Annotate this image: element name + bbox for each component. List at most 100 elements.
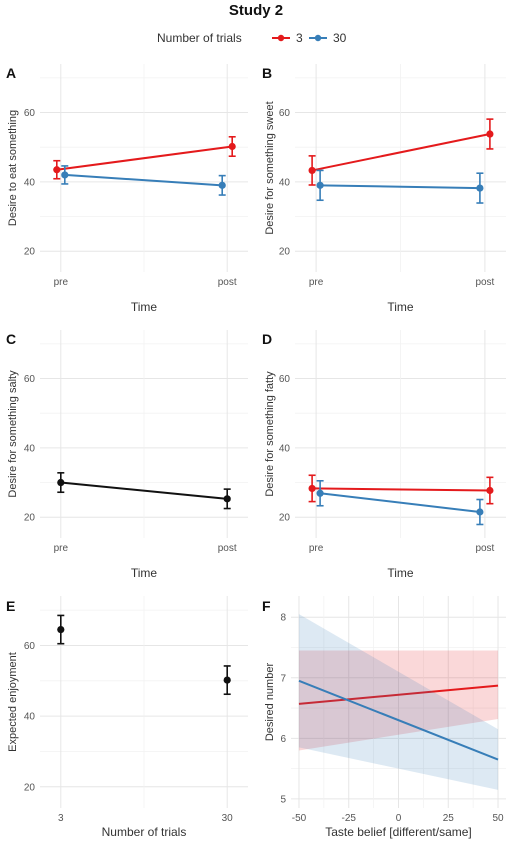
panel-letter: E [6,598,15,614]
x-tick-label: pre [54,543,69,554]
panel-letter: B [262,65,272,81]
y-axis-label: Desire for something fatty [264,371,276,497]
panel-a: A 20 40 60 pre post Time Desire to eat somethin… [6,64,248,314]
y-tick-label: 20 [24,513,36,524]
x-tick-label: post [218,543,237,554]
data-point [223,676,231,684]
y-tick-label: 20 [24,782,36,793]
series-30 [61,165,226,196]
y-tick-label: 40 [279,177,291,188]
legend: Number of trials 3 30 [157,31,347,45]
data-point [308,166,316,175]
y-tick-label: 20 [279,247,291,258]
data-point [218,181,226,189]
series-overall [57,472,231,510]
x-tick-label: pre [309,277,324,288]
x-tick-label: 3 [58,813,64,824]
y-axis-label: Desire for something salty [7,370,19,498]
series-3 [308,474,494,505]
x-tick-label: -25 [342,813,357,824]
confidence-band [298,650,499,751]
panel-letter: D [262,331,272,347]
series-30 [316,169,484,204]
y-tick-label: 5 [280,794,286,805]
x-tick-label: post [475,277,494,288]
x-tick-label: pre [54,277,69,288]
panel-b: B 20 40 60 pre post Time Desire for something s… [262,64,506,314]
x-axis-label: Number of trials [102,825,187,839]
regression-line [298,684,499,705]
data-point [316,181,324,189]
x-axis-label: Time [387,566,414,580]
panel-letter: F [262,598,271,614]
x-tick-label: 30 [222,813,234,824]
series-3 [53,136,236,180]
legend-swatch-3-point [277,34,285,42]
y-tick-label: 40 [279,443,291,454]
series-line [60,481,228,500]
legend-label-30: 30 [333,31,347,45]
x-tick-label: -50 [292,813,307,824]
series-line [311,133,491,172]
series-3 [308,118,494,186]
y-tick-label: 7 [280,673,286,684]
panel-e: E 20 40 60 3 30 Number of trials Expected enjoy… [6,596,248,839]
x-tick-label: pre [309,543,324,554]
y-tick-label: 40 [24,712,36,723]
data-point [486,130,494,138]
y-axis-label: Desire to eat something [7,110,19,226]
data-point [476,508,484,516]
figure-title: Study 2 [229,2,283,19]
series-30 [316,479,484,526]
series-line [312,487,490,492]
series-30 [298,614,499,790]
y-tick-label: 60 [279,374,291,385]
legend-title: Number of trials [157,31,242,45]
series-line [56,145,233,171]
regression-line [298,679,499,761]
data-point [316,489,324,497]
x-axis-label: Time [131,300,158,314]
data-point [308,484,316,493]
y-tick-label: 20 [24,247,36,258]
panel-c: C 20 40 60 pre post Time Desire for something s… [6,330,248,580]
series-3 [298,650,499,751]
x-tick-label: post [218,277,237,288]
confidence-band [298,614,499,790]
y-tick-label: 8 [280,613,286,624]
x-axis-label: Taste belief [different/same] [325,825,472,839]
data-point [228,142,236,151]
x-tick-label: post [475,543,494,554]
x-tick-label: 25 [443,813,455,824]
y-tick-label: 60 [279,108,291,119]
data-point [61,171,69,179]
y-axis-label: Desire for something sweet [264,101,276,234]
y-tick-label: 60 [24,108,36,119]
panel-letter: A [6,65,16,81]
panel-letter: C [6,331,16,347]
data-point [57,625,65,634]
panel-f: F 5 6 7 8 -50 -25 0 25 50 Taste belief [different/… [262,596,506,839]
series-line [320,184,480,190]
series-line [64,173,223,187]
x-tick-label: 50 [492,813,504,824]
data-point [486,486,494,495]
panel-d: D 20 40 60 pre post Time Desire for something f… [262,330,506,580]
legend-swatch-30-point [314,34,322,42]
y-axis-label: Desired number [264,663,276,742]
series-line [319,492,481,513]
data-point [53,166,61,174]
legend-label-3: 3 [296,31,303,45]
x-tick-label: 0 [396,813,402,824]
x-axis-label: Time [387,300,414,314]
panels: A 20 40 60 pre post Time Desire to eat somethin… [6,64,506,839]
y-tick-label: 60 [24,641,36,652]
x-axis-label: Time [131,566,158,580]
y-tick-label: 60 [24,374,36,385]
data-point [57,478,65,487]
y-tick-label: 40 [24,443,36,454]
data-point [223,495,231,503]
y-tick-label: 20 [279,513,291,524]
y-axis-label: Expected enjoyment [7,652,19,752]
y-tick-label: 40 [24,177,36,188]
